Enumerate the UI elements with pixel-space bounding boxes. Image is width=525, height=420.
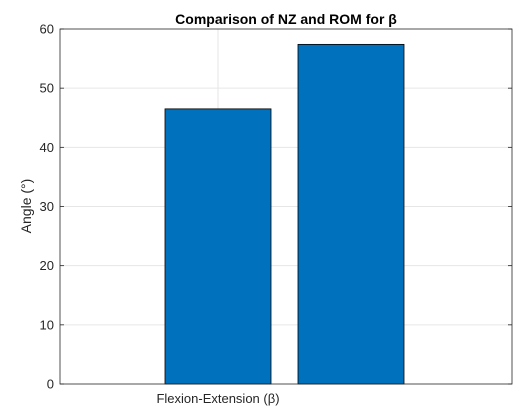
y-tick-label-20: 20 bbox=[40, 258, 54, 273]
y-tick-label-40: 40 bbox=[40, 140, 54, 155]
y-axis-label: Angle (°) bbox=[18, 179, 34, 234]
bars bbox=[164, 43, 405, 385]
y-tick-label-30: 30 bbox=[40, 199, 54, 214]
chart-title: Comparison of NZ and ROM for β bbox=[175, 11, 397, 27]
bar-series-2 bbox=[297, 43, 405, 385]
y-tick-label-0: 0 bbox=[47, 377, 54, 392]
y-tick-label-60: 60 bbox=[40, 22, 54, 37]
bar-series-1 bbox=[164, 108, 272, 385]
y-tick-label-50: 50 bbox=[40, 81, 54, 96]
y-axis-ticks: 0 10 20 30 40 50 60 bbox=[40, 22, 512, 392]
y-tick-label-10: 10 bbox=[40, 317, 54, 332]
x-tick-label: Flexion-Extension (β) bbox=[156, 391, 279, 406]
